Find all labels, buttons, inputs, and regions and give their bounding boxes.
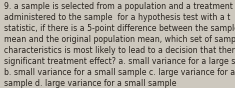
Text: 9. a sample is selected from a population and a treatment is
administered to the: 9. a sample is selected from a populatio… [4,2,235,88]
